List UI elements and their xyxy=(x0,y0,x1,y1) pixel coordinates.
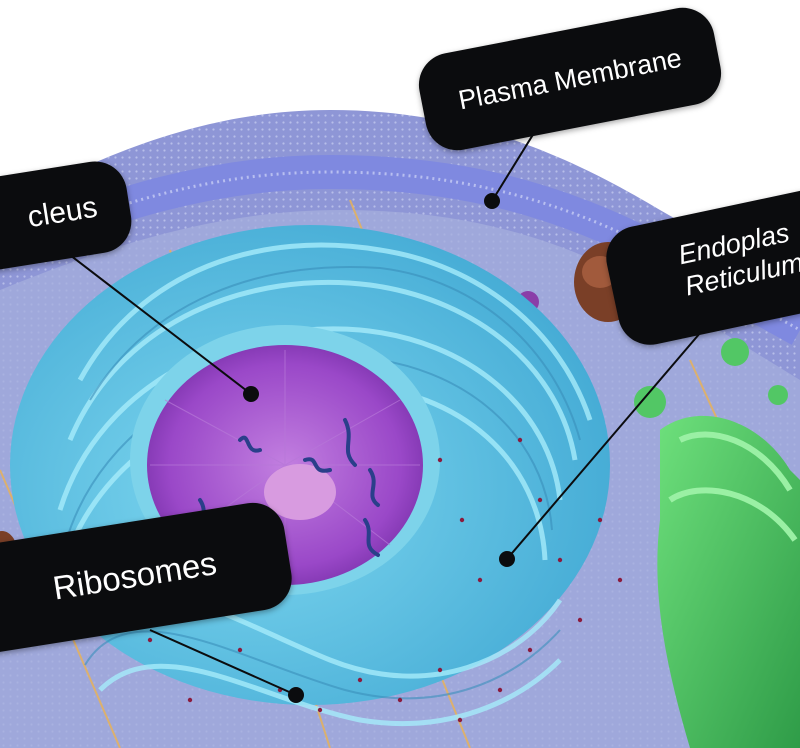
nucleolus xyxy=(264,464,336,520)
nucleus-label-text: cleus xyxy=(25,190,100,235)
ribosomes-label-text: Ribosomes xyxy=(50,544,220,607)
ribosome-marker xyxy=(288,687,304,703)
plasma-membrane-marker xyxy=(484,193,500,209)
plasma-membrane-label-text: Plasma Membrane xyxy=(455,42,684,115)
er-marker xyxy=(499,551,515,567)
nucleus-marker xyxy=(243,386,259,402)
ribosomes xyxy=(147,437,623,723)
golgi-apparatus xyxy=(634,338,800,748)
